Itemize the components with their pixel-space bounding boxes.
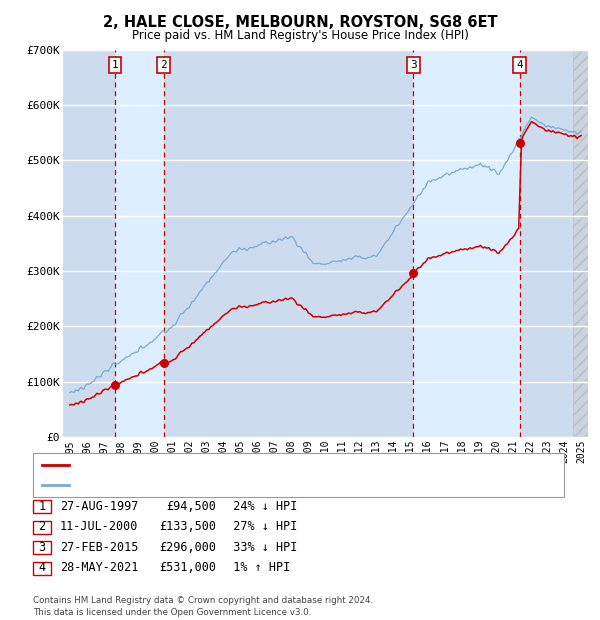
Text: 2: 2 (38, 521, 46, 533)
Text: £531,000: £531,000 (159, 562, 216, 574)
Text: HPI: Average price, detached house, South Cambridgeshire: HPI: Average price, detached house, Sout… (72, 480, 382, 490)
Text: 4: 4 (38, 562, 46, 574)
Bar (520, 50, 588, 437)
Bar (115, 50, 164, 437)
Text: 27-AUG-1997: 27-AUG-1997 (60, 500, 139, 513)
Text: £296,000: £296,000 (159, 541, 216, 554)
Text: 3: 3 (410, 60, 416, 70)
Text: 27-FEB-2015: 27-FEB-2015 (60, 541, 139, 554)
Text: 1: 1 (112, 60, 118, 70)
Text: 2, HALE CLOSE, MELBOURN, ROYSTON, SG8 6ET: 2, HALE CLOSE, MELBOURN, ROYSTON, SG8 6E… (103, 15, 497, 30)
Text: 2: 2 (161, 60, 167, 70)
Text: 27% ↓ HPI: 27% ↓ HPI (219, 521, 298, 533)
Text: £133,500: £133,500 (159, 521, 216, 533)
Text: Price paid vs. HM Land Registry's House Price Index (HPI): Price paid vs. HM Land Registry's House … (131, 29, 469, 42)
Text: 3: 3 (38, 541, 46, 554)
Text: 28-MAY-2021: 28-MAY-2021 (60, 562, 139, 574)
Text: 4: 4 (517, 60, 523, 70)
Bar (63, 50, 115, 437)
Text: 24% ↓ HPI: 24% ↓ HPI (219, 500, 298, 513)
Text: 2, HALE CLOSE, MELBOURN, ROYSTON, SG8 6ET (detached house): 2, HALE CLOSE, MELBOURN, ROYSTON, SG8 6E… (72, 460, 417, 470)
Text: 1% ↑ HPI: 1% ↑ HPI (219, 562, 290, 574)
Bar (413, 50, 520, 437)
Text: 33% ↓ HPI: 33% ↓ HPI (219, 541, 298, 554)
Text: Contains HM Land Registry data © Crown copyright and database right 2024.
This d: Contains HM Land Registry data © Crown c… (33, 596, 373, 617)
Bar (164, 50, 413, 437)
Bar (572, 50, 588, 437)
Text: 1: 1 (38, 500, 46, 513)
Text: 11-JUL-2000: 11-JUL-2000 (60, 521, 139, 533)
Text: £94,500: £94,500 (166, 500, 216, 513)
